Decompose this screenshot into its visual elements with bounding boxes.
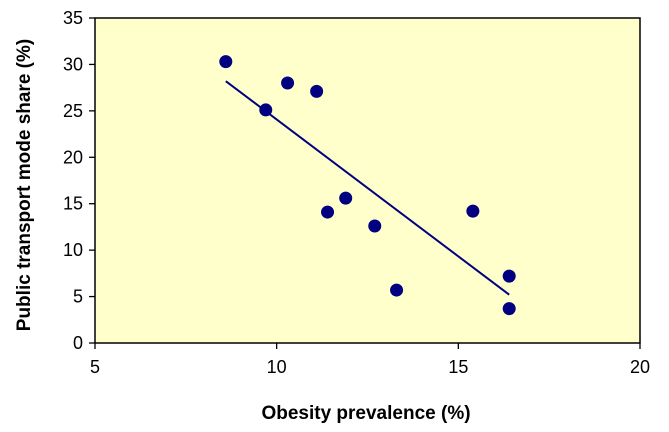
data-point-0-9 bbox=[502, 269, 516, 283]
data-point-0-0 bbox=[219, 55, 233, 69]
data-point-0-1 bbox=[259, 103, 273, 117]
data-point-0-5 bbox=[339, 191, 353, 205]
y-tick-label-5: 5 bbox=[73, 287, 83, 307]
y-axis-title: Public transport mode share (%) bbox=[14, 39, 35, 331]
plot-area bbox=[94, 17, 641, 344]
data-point-0-8 bbox=[466, 204, 480, 218]
y-tick-label-20: 20 bbox=[63, 147, 83, 167]
data-point-0-4 bbox=[321, 205, 335, 219]
y-tick-label-0: 0 bbox=[73, 333, 83, 353]
y-tick-label-30: 30 bbox=[63, 54, 83, 74]
x-tick-label-10: 10 bbox=[267, 357, 287, 377]
data-point-0-3 bbox=[310, 84, 324, 98]
y-tick-label-10: 10 bbox=[63, 240, 83, 260]
y-tick-label-15: 15 bbox=[63, 194, 83, 214]
data-point-0-10 bbox=[502, 302, 516, 316]
data-point-0-6 bbox=[368, 219, 382, 233]
y-tick-label-35: 35 bbox=[63, 8, 83, 28]
x-tick-label-15: 15 bbox=[448, 357, 468, 377]
data-point-0-7 bbox=[390, 283, 404, 297]
x-tick-label-5: 5 bbox=[90, 357, 100, 377]
data-point-0-2 bbox=[281, 76, 295, 90]
x-tick-label-20: 20 bbox=[630, 357, 650, 377]
x-axis-title: Obesity prevalence (%) bbox=[261, 403, 470, 424]
y-tick-label-25: 25 bbox=[63, 101, 83, 121]
trendline bbox=[225, 80, 510, 296]
